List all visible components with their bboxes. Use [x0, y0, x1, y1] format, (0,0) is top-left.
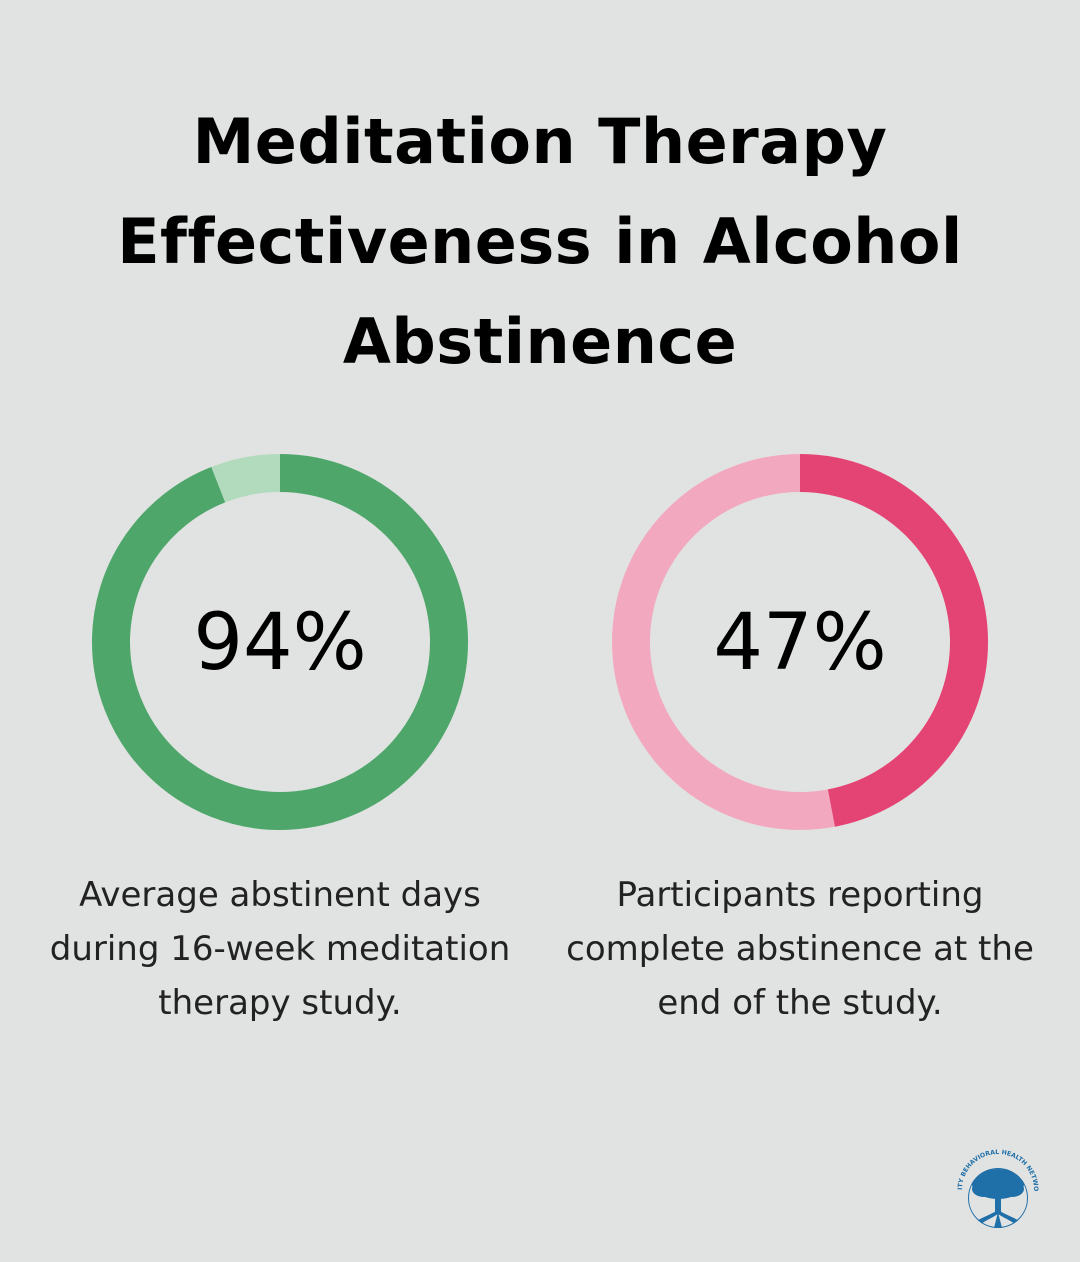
donut-svg-abstinent-days: 94% [92, 454, 468, 830]
donut-svg-complete-abstinence: 47% [612, 454, 988, 830]
donut-chart-abstinent-days: 94% [91, 453, 469, 831]
donut-chart-complete-abstinence: 47% [611, 453, 989, 831]
page-title: Meditation Therapy Effectiveness in Alco… [117, 105, 963, 378]
caption-complete-abstinence: Participants reporting complete abstinen… [566, 875, 1034, 1023]
donut-value-arc [612, 454, 988, 830]
donut-value-label: 47% [713, 598, 886, 688]
donut-value-arc [92, 454, 468, 830]
caption-abstinent-days: Average abstinent days during 16-week me… [49, 875, 511, 1023]
brand-logo: AMITY BEHAVIORAL HEALTH NETWORK [950, 1142, 1046, 1238]
tree-logo-icon: AMITY BEHAVIORAL HEALTH NETWORK [950, 1142, 1039, 1228]
donut-value-label: 94% [193, 598, 366, 688]
